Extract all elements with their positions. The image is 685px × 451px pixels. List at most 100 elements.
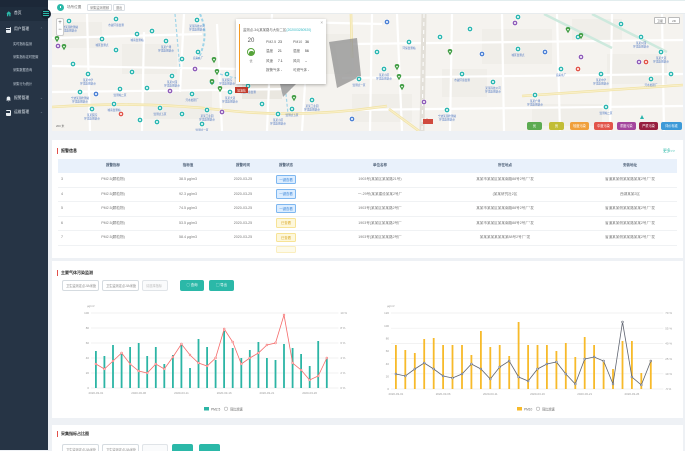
svg-text:环境监测站点: 环境监测站点 xyxy=(158,48,174,52)
svg-text:环境监测站点: 环境监测站点 xyxy=(199,117,215,121)
svg-text:2020-03-26: 2020-03-26 xyxy=(302,391,317,395)
svg-text:0: 0 xyxy=(387,387,389,391)
svg-text:120: 120 xyxy=(384,311,389,315)
svg-text:宁波某某检测站: 宁波某某检测站 xyxy=(438,114,457,118)
svg-text:100: 100 xyxy=(384,324,389,328)
svg-text:宁波某某检测站: 宁波某某检测站 xyxy=(60,25,79,29)
svg-text:2020-03-26: 2020-03-26 xyxy=(625,392,640,396)
svg-text:某某小区: 某某小区 xyxy=(273,118,284,122)
svg-text:2020-03-06: 2020-03-06 xyxy=(436,392,451,396)
svg-text:同比增速: 同比增速 xyxy=(542,407,556,412)
svg-text:污水处理厂: 污水处理厂 xyxy=(186,98,199,102)
svg-text:环境监测站点: 环境监测站点 xyxy=(270,121,286,125)
svg-text:环境监测站点: 环境监测站点 xyxy=(80,81,96,85)
svg-text:环保监测站: 环保监测站 xyxy=(403,46,416,50)
svg-text:环境监测站点: 环境监测站点 xyxy=(593,81,609,85)
svg-text:市政环境监测: 市政环境监测 xyxy=(108,23,124,27)
svg-text:某某大道: 某某大道 xyxy=(656,56,667,60)
svg-text:20: 20 xyxy=(386,375,390,379)
svg-text:环境监测站点: 环境监测站点 xyxy=(653,59,669,63)
svg-text:自来水厂: 自来水厂 xyxy=(556,73,567,77)
svg-text:某某医院: 某某医院 xyxy=(87,113,98,117)
svg-text:同比增速: 同比增速 xyxy=(230,407,244,412)
svg-text:监测点五区: 监测点五区 xyxy=(154,112,167,116)
svg-text:环境监测站点: 环境监测站点 xyxy=(189,27,205,31)
svg-text:某某大道: 某某大道 xyxy=(225,96,236,100)
svg-text:环境监测站点: 环境监测站点 xyxy=(164,83,180,87)
svg-text:环境监测站点: 环境监测站点 xyxy=(304,107,320,111)
svg-text:70 %: 70 % xyxy=(665,311,672,315)
svg-text:-5 %: -5 % xyxy=(665,387,671,391)
svg-text:80: 80 xyxy=(386,337,390,341)
svg-text:某某广场: 某某广场 xyxy=(161,45,172,49)
svg-text:环境监测站点: 环境监测站点 xyxy=(439,117,455,121)
svg-text:2020-03-16: 2020-03-16 xyxy=(217,391,232,395)
svg-text:监测站二区: 监测站二区 xyxy=(600,111,613,115)
svg-text:某某中学: 某某中学 xyxy=(83,78,94,82)
svg-text:10 %: 10 % xyxy=(340,311,347,315)
svg-text:2020-03-06: 2020-03-06 xyxy=(131,391,146,395)
svg-text:某某公园: 某某公园 xyxy=(167,80,178,84)
svg-text:40: 40 xyxy=(386,362,390,366)
svg-text:环境监测站点: 环境监测站点 xyxy=(485,89,501,93)
svg-text:某某小区: 某某小区 xyxy=(379,73,390,77)
svg-text:某某科技公司: 某某科技公司 xyxy=(485,86,501,90)
svg-text:2020-03-16: 2020-03-16 xyxy=(530,392,545,396)
svg-text:60: 60 xyxy=(86,341,90,345)
svg-text:市政环境监测: 市政环境监测 xyxy=(454,78,470,82)
svg-text:2 %: 2 % xyxy=(340,371,345,375)
svg-text:2020-03-01: 2020-03-01 xyxy=(389,392,404,396)
svg-text:某某科技公司: 某某科技公司 xyxy=(189,24,205,28)
svg-text:40: 40 xyxy=(86,356,90,360)
svg-text:宁波某某检测站: 宁波某某检测站 xyxy=(71,96,90,100)
svg-text:城南监测站: 城南监测站 xyxy=(131,38,144,42)
svg-text:PM2.5: PM2.5 xyxy=(211,408,220,412)
svg-text:某某广场: 某某广场 xyxy=(530,99,541,103)
svg-text:55 %: 55 % xyxy=(665,326,672,330)
svg-text:40 %: 40 % xyxy=(665,342,672,346)
svg-text:25 %: 25 % xyxy=(665,357,672,361)
svg-text:2020-03-01: 2020-03-01 xyxy=(89,391,104,395)
svg-text:80: 80 xyxy=(86,326,90,330)
svg-text:监测站二区: 监测站二区 xyxy=(114,93,127,97)
svg-text:某某工业园: 某某工业园 xyxy=(201,114,214,118)
svg-text:100: 100 xyxy=(84,311,89,315)
svg-text:6 %: 6 % xyxy=(340,341,345,345)
svg-text:市政环境监测: 市政环境监测 xyxy=(240,90,256,94)
svg-text:环境监测站点: 环境监测站点 xyxy=(633,44,649,48)
svg-text:环境监测站点: 环境监测站点 xyxy=(72,99,88,103)
svg-text:城区监测点: 城区监测点 xyxy=(512,53,525,57)
svg-text:某某中学: 某某中学 xyxy=(596,78,607,82)
svg-text:2020-03-11: 2020-03-11 xyxy=(483,392,498,396)
svg-text:某某医院: 某某医院 xyxy=(222,78,233,82)
svg-text:监测点一区: 监测点一区 xyxy=(353,83,366,87)
svg-text:监测点一区: 监测点一区 xyxy=(196,128,209,131)
svg-text:污水处理厂: 污水处理厂 xyxy=(645,83,658,87)
svg-text:环境监测站点: 环境监测站点 xyxy=(222,99,238,103)
svg-text:城南监测站: 城南监测站 xyxy=(108,108,121,112)
svg-text:2020-03-21: 2020-03-21 xyxy=(577,392,592,396)
svg-text:4 %: 4 % xyxy=(340,356,345,360)
svg-text:PM10: PM10 xyxy=(524,408,533,412)
svg-text:自来水厂: 自来水厂 xyxy=(193,56,204,60)
svg-text:20: 20 xyxy=(86,371,90,375)
svg-text:0 %: 0 % xyxy=(340,386,345,390)
svg-text:环境监测站点: 环境监测站点 xyxy=(527,102,543,106)
svg-text:某某工业园: 某某工业园 xyxy=(306,104,319,108)
svg-text:60: 60 xyxy=(386,349,390,353)
svg-text:加油站: 加油站 xyxy=(237,89,246,93)
svg-text:某某公园: 某某公园 xyxy=(636,41,647,45)
svg-text:0: 0 xyxy=(87,386,89,390)
svg-text:环境监测站点: 环境监测站点 xyxy=(219,81,235,85)
svg-text:8 %: 8 % xyxy=(340,326,345,330)
svg-text:μg/m³: μg/m³ xyxy=(387,304,394,308)
svg-text:2020-03-11: 2020-03-11 xyxy=(174,391,189,395)
svg-text:10 %: 10 % xyxy=(665,372,672,376)
svg-text:城区监测点: 城区监测点 xyxy=(96,43,109,47)
svg-text:μg/m³: μg/m³ xyxy=(87,304,94,308)
svg-text:环境监测站点: 环境监测站点 xyxy=(376,76,392,80)
svg-text:环境监测站点: 环境监测站点 xyxy=(61,28,77,32)
svg-text:环境监测站点: 环境监测站点 xyxy=(84,116,100,120)
svg-text:监测点五区: 监测点五区 xyxy=(286,113,299,117)
svg-text:2020-03-21: 2020-03-21 xyxy=(260,391,275,395)
